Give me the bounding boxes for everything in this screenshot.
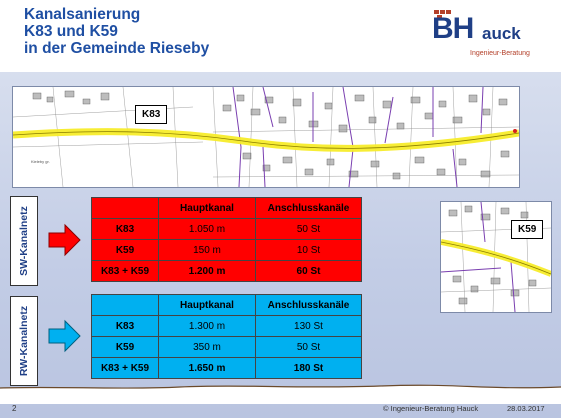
rw-row-k83-anschluss: 130 St bbox=[255, 315, 362, 337]
sw-row-total-hauptkanal: 1.200 m bbox=[158, 260, 256, 282]
rw-row-total-label: K83 + K59 bbox=[91, 357, 159, 379]
ground-strip bbox=[0, 384, 561, 404]
map-k83: K83 Kieleby gr. bbox=[12, 86, 520, 188]
table-row: K59 150 m 10 St bbox=[91, 239, 362, 261]
table-row: K83 1.300 m 130 St bbox=[91, 315, 362, 337]
map-k59-label: K59 bbox=[511, 220, 544, 239]
company-logo: BH auck Ingenieur-Beratung bbox=[432, 10, 550, 62]
sw-row-k59-anschluss: 10 St bbox=[255, 239, 362, 261]
rw-row-k59-anschluss: 50 St bbox=[255, 336, 362, 358]
slide-title: Kanalsanierung K83 und K59 in der Gemein… bbox=[24, 6, 344, 57]
rw-row-total-anschluss: 180 St bbox=[255, 357, 362, 379]
logo-subtitle: Ingenieur-Beratung bbox=[470, 50, 530, 57]
sw-row-k83-hauptkanal: 1.050 m bbox=[158, 218, 256, 240]
sw-row-k83-label: K83 bbox=[91, 218, 159, 240]
sw-network-label: SW-Kanalnetz bbox=[10, 196, 38, 286]
rw-row-k59-label: K59 bbox=[91, 336, 159, 358]
logo-word: auck bbox=[482, 24, 521, 43]
sw-row-total-label: K83 + K59 bbox=[91, 260, 159, 282]
header-band bbox=[0, 0, 561, 72]
rw-network-label: RW-Kanalnetz bbox=[10, 296, 38, 386]
sw-table-header-row: Hauptkanal Anschlusskanäle bbox=[91, 197, 362, 219]
title-line-3: in der Gemeinde Rieseby bbox=[24, 40, 210, 57]
map-k59: K59 bbox=[440, 201, 552, 313]
blue-arrow-icon bbox=[48, 319, 81, 353]
map-k83-drawing bbox=[13, 87, 519, 187]
footer-date: 28.03.2017 bbox=[507, 404, 545, 413]
rw-header-anschlusskanaele: Anschlusskanäle bbox=[255, 294, 362, 316]
rw-row-k59-hauptkanal: 350 m bbox=[158, 336, 256, 358]
table-row: K59 350 m 50 St bbox=[91, 336, 362, 358]
rw-network-label-text: RW-Kanalnetz bbox=[18, 305, 30, 377]
sw-row-k59-label: K59 bbox=[91, 239, 159, 261]
sw-row-k59-hauptkanal: 150 m bbox=[158, 239, 256, 261]
table-row: K83 + K59 1.650 m 180 St bbox=[91, 357, 362, 379]
sw-row-k83-anschluss: 50 St bbox=[255, 218, 362, 240]
red-arrow-icon bbox=[48, 223, 81, 257]
table-row: K83 1.050 m 50 St bbox=[91, 218, 362, 240]
map-k59-drawing bbox=[441, 202, 551, 312]
sw-row-total-anschluss: 60 St bbox=[255, 260, 362, 282]
rw-row-k83-hauptkanal: 1.300 m bbox=[158, 315, 256, 337]
table-row: K83 + K59 1.200 m 60 St bbox=[91, 260, 362, 282]
rw-row-total-hauptkanal: 1.650 m bbox=[158, 357, 256, 379]
sw-network-label-text: SW-Kanalnetz bbox=[18, 206, 31, 276]
title-line-1: Kanalsanierung bbox=[24, 6, 141, 23]
logo-mark: BH bbox=[432, 12, 474, 45]
map-k83-label: K83 bbox=[135, 105, 168, 124]
sw-header-anschlusskanaele: Anschlusskanäle bbox=[255, 197, 362, 219]
rw-table-header-row: Hauptkanal Anschlusskanäle bbox=[91, 294, 362, 316]
sw-header-hauptkanal: Hauptkanal bbox=[158, 197, 256, 219]
sw-table: Hauptkanal Anschlusskanäle K83 1.050 m 5… bbox=[91, 197, 362, 282]
logo-squares-icon bbox=[434, 10, 451, 19]
rw-table: Hauptkanal Anschlusskanäle K83 1.300 m 1… bbox=[91, 294, 362, 379]
rw-header-hauptkanal: Hauptkanal bbox=[158, 294, 256, 316]
rw-header-empty bbox=[91, 294, 159, 316]
footer-copyright: © Ingenieur-Beratung Hauck bbox=[383, 404, 479, 413]
map-k83-place-text: Kieleby gr. bbox=[31, 159, 50, 164]
sw-header-empty bbox=[91, 197, 159, 219]
rw-row-k83-label: K83 bbox=[91, 315, 159, 337]
page-number: 2 bbox=[12, 404, 17, 413]
title-line-2: K83 und K59 bbox=[24, 23, 118, 40]
